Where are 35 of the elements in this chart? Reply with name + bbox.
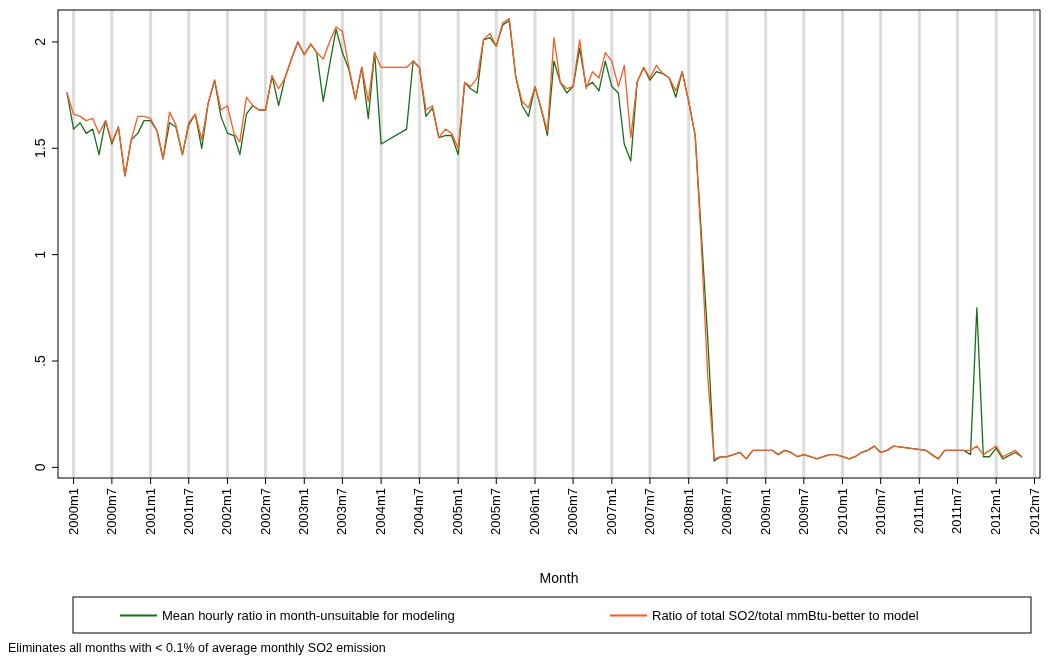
y-tick-label: .5 <box>32 354 48 367</box>
x-tick-label: 2007m7 <box>641 488 657 535</box>
x-tick-label: 2001m1 <box>142 488 158 535</box>
x-tick-label: 2006m7 <box>565 488 581 535</box>
y-tick-label: 1 <box>32 250 48 259</box>
text: Eliminates all months with < 0.1% of average monthly SO2 emission <box>8 641 386 655</box>
x-tick-label: 2001m7 <box>180 488 196 535</box>
x-tick-label: 2011m7 <box>949 488 965 535</box>
x-tick-label: 2011m1 <box>911 488 927 535</box>
x-tick-label: 2005m1 <box>450 488 466 535</box>
x-tick-label: 2009m7 <box>795 488 811 535</box>
x-tick-label: 2003m1 <box>296 488 312 535</box>
x-tick-label: 2010m7 <box>872 488 888 535</box>
legend-label: Ratio of total SO2/total mmBtu-better to model <box>652 608 919 623</box>
x-tick-label: 2008m7 <box>718 488 734 535</box>
x-tick-label: 2002m7 <box>257 488 273 535</box>
x-tick-label: 2012m7 <box>1026 488 1042 535</box>
x-tick-label: 2008m1 <box>680 488 696 535</box>
y-tick-label: 2 <box>32 37 48 46</box>
x-tick-label: 2009m1 <box>757 488 773 535</box>
x-tick-label: 2005m7 <box>488 488 504 535</box>
x-tick-label: 2004m1 <box>373 488 389 535</box>
y-tick-label: 0 <box>32 463 48 472</box>
x-axis-title: Month <box>539 570 579 586</box>
x-tick-label: 2010m1 <box>834 488 850 535</box>
x-tick-label: 2000m7 <box>103 488 119 535</box>
y-tick-label: 1.5 <box>32 138 48 159</box>
x-tick-label: 2007m1 <box>603 488 619 535</box>
x-tick-label: 2000m1 <box>65 488 81 535</box>
x-tick-label: 2012m1 <box>988 488 1004 535</box>
x-tick-label: 2002m1 <box>219 488 235 535</box>
x-tick-label: 2006m1 <box>527 488 542 535</box>
legend-label: Mean hourly ratio in month-unsuitable for modeling <box>162 608 455 623</box>
x-tick-label: 2003m7 <box>334 488 350 535</box>
x-tick-label: 2004m7 <box>411 488 427 535</box>
